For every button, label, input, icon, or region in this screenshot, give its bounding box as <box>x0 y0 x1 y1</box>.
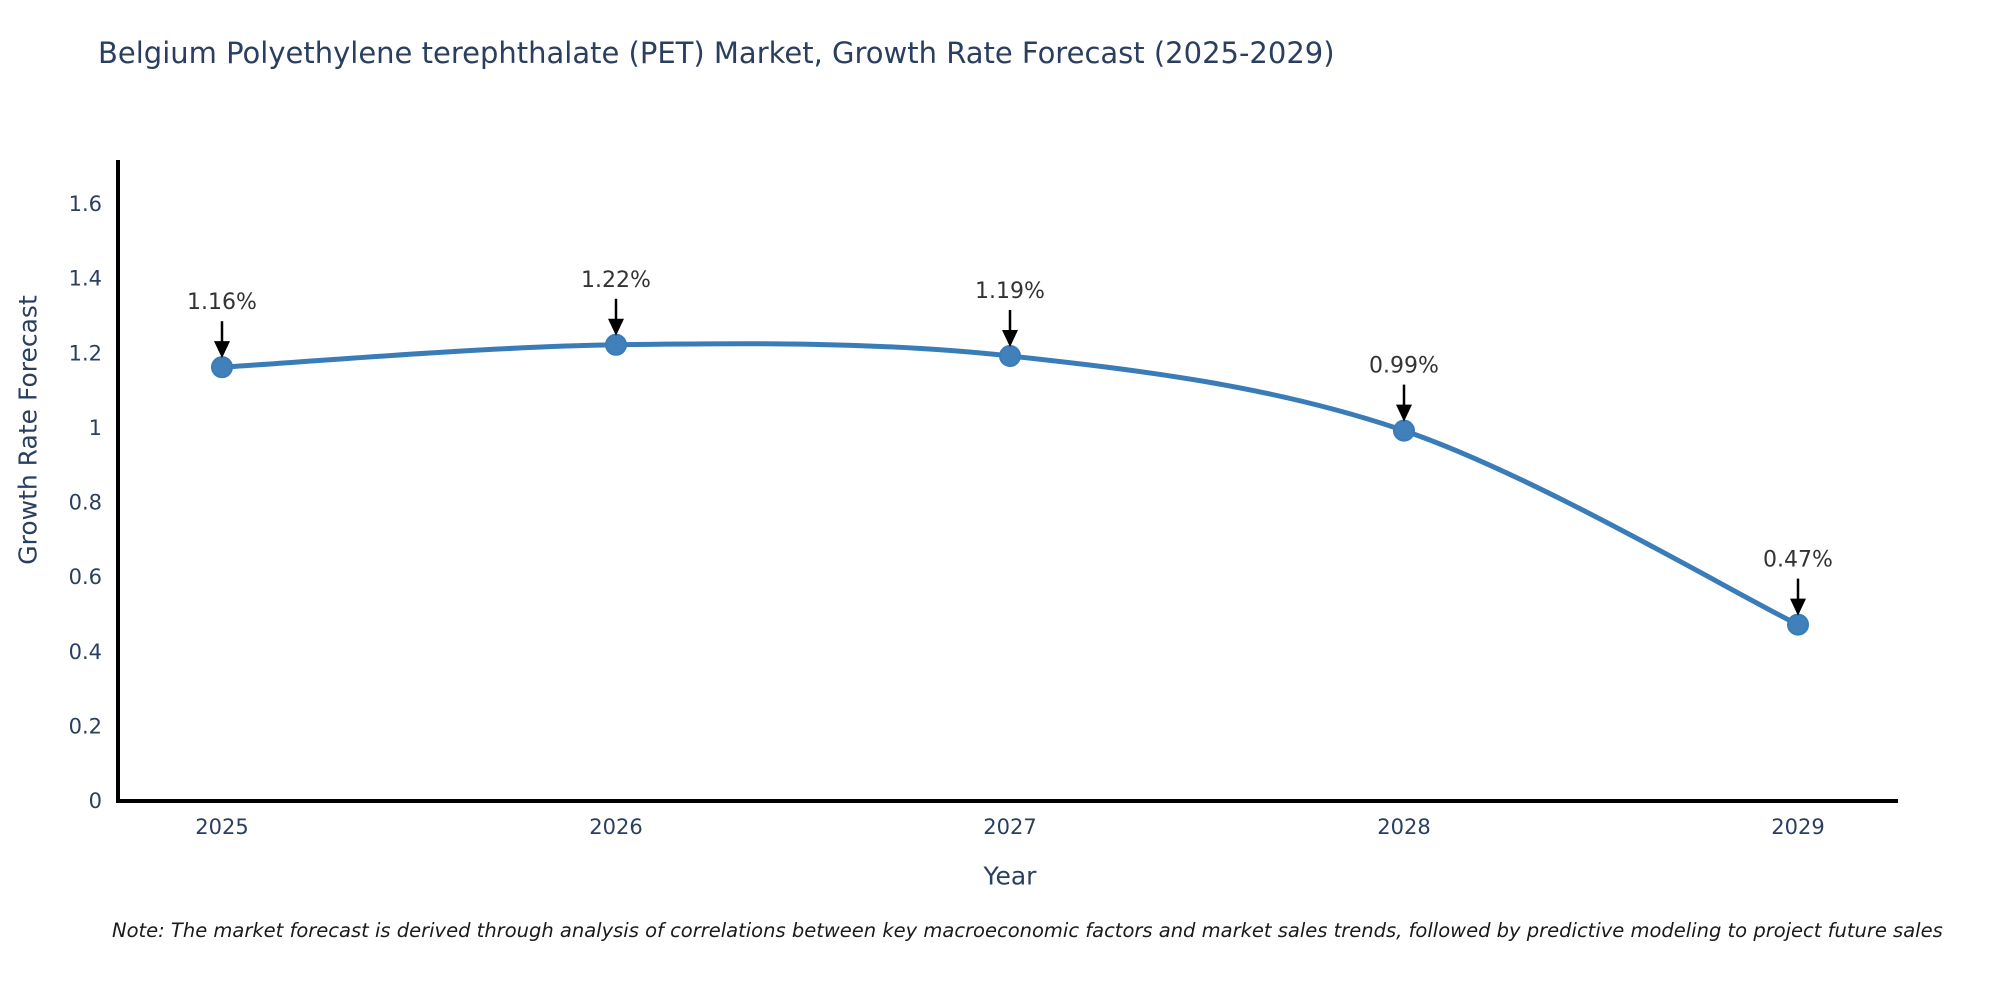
annotation-label: 0.99% <box>1369 354 1439 379</box>
x-tick-label: 2026 <box>589 815 642 839</box>
y-tick-label: 0.8 <box>69 491 102 515</box>
data-point <box>211 356 233 379</box>
y-tick-label: 0.2 <box>69 714 102 738</box>
annotation-label: 0.47% <box>1763 548 1833 573</box>
annotation-arrowhead <box>1002 329 1018 347</box>
annotation-label: 1.22% <box>581 268 651 293</box>
annotation-label: 1.19% <box>975 279 1045 304</box>
y-tick-label: 1 <box>89 416 102 440</box>
data-point <box>1787 613 1809 636</box>
chart-title: Belgium Polyethylene terephthalate (PET)… <box>98 36 1335 70</box>
y-tick-label: 0 <box>89 789 102 813</box>
data-point <box>605 333 627 356</box>
annotation-arrowhead <box>214 341 230 359</box>
x-tick-label: 2028 <box>1377 815 1430 839</box>
y-tick-label: 0.4 <box>69 640 102 664</box>
x-axis-title: Year <box>983 861 1037 891</box>
data-point <box>999 344 1021 367</box>
y-tick-label: 1.2 <box>69 341 102 365</box>
annotation-arrowhead <box>608 318 624 336</box>
annotation-label: 1.16% <box>187 290 257 315</box>
annotation-arrowhead <box>1790 598 1806 616</box>
y-tick-label: 1.4 <box>69 267 102 291</box>
x-tick-label: 2025 <box>195 815 248 839</box>
annotation-arrowhead <box>1396 404 1412 422</box>
x-tick-label: 2029 <box>1771 815 1824 839</box>
x-tick-label: 2027 <box>983 815 1036 839</box>
y-axis-title: Growth Rate Forecast <box>13 295 43 565</box>
footnote: Note: The market forecast is derived thr… <box>112 919 1943 942</box>
data-point <box>1393 419 1415 442</box>
forecast-line <box>219 341 1801 628</box>
y-tick-label: 0.6 <box>69 565 102 589</box>
y-tick-label: 1.6 <box>69 192 102 216</box>
